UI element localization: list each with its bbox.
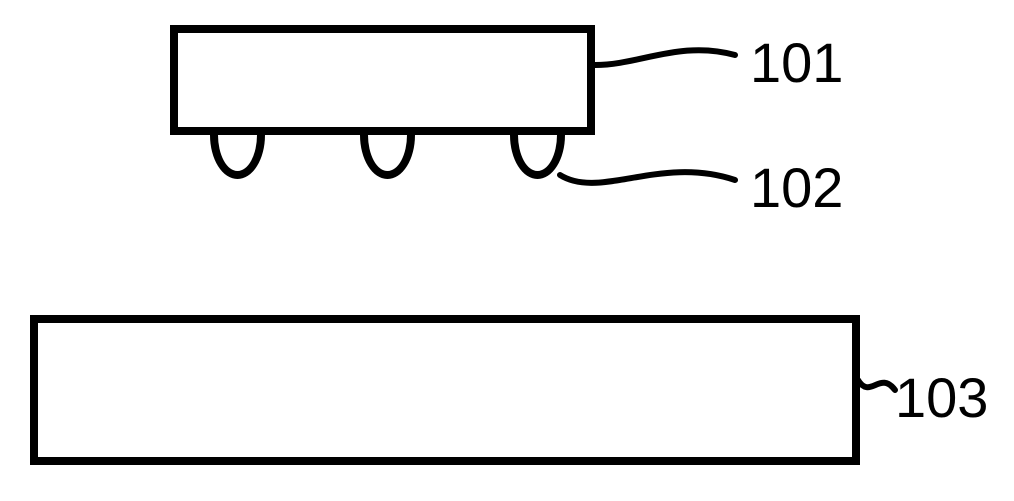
chip-block [170, 25, 595, 135]
diagram-canvas: 101 102 103 [0, 0, 1014, 501]
solder-bump [210, 135, 265, 179]
solder-bump [360, 135, 415, 179]
label-103: 103 [895, 365, 988, 430]
substrate-block [30, 315, 860, 465]
solder-bump [510, 135, 565, 179]
label-102: 102 [750, 155, 843, 220]
label-101: 101 [750, 30, 843, 95]
